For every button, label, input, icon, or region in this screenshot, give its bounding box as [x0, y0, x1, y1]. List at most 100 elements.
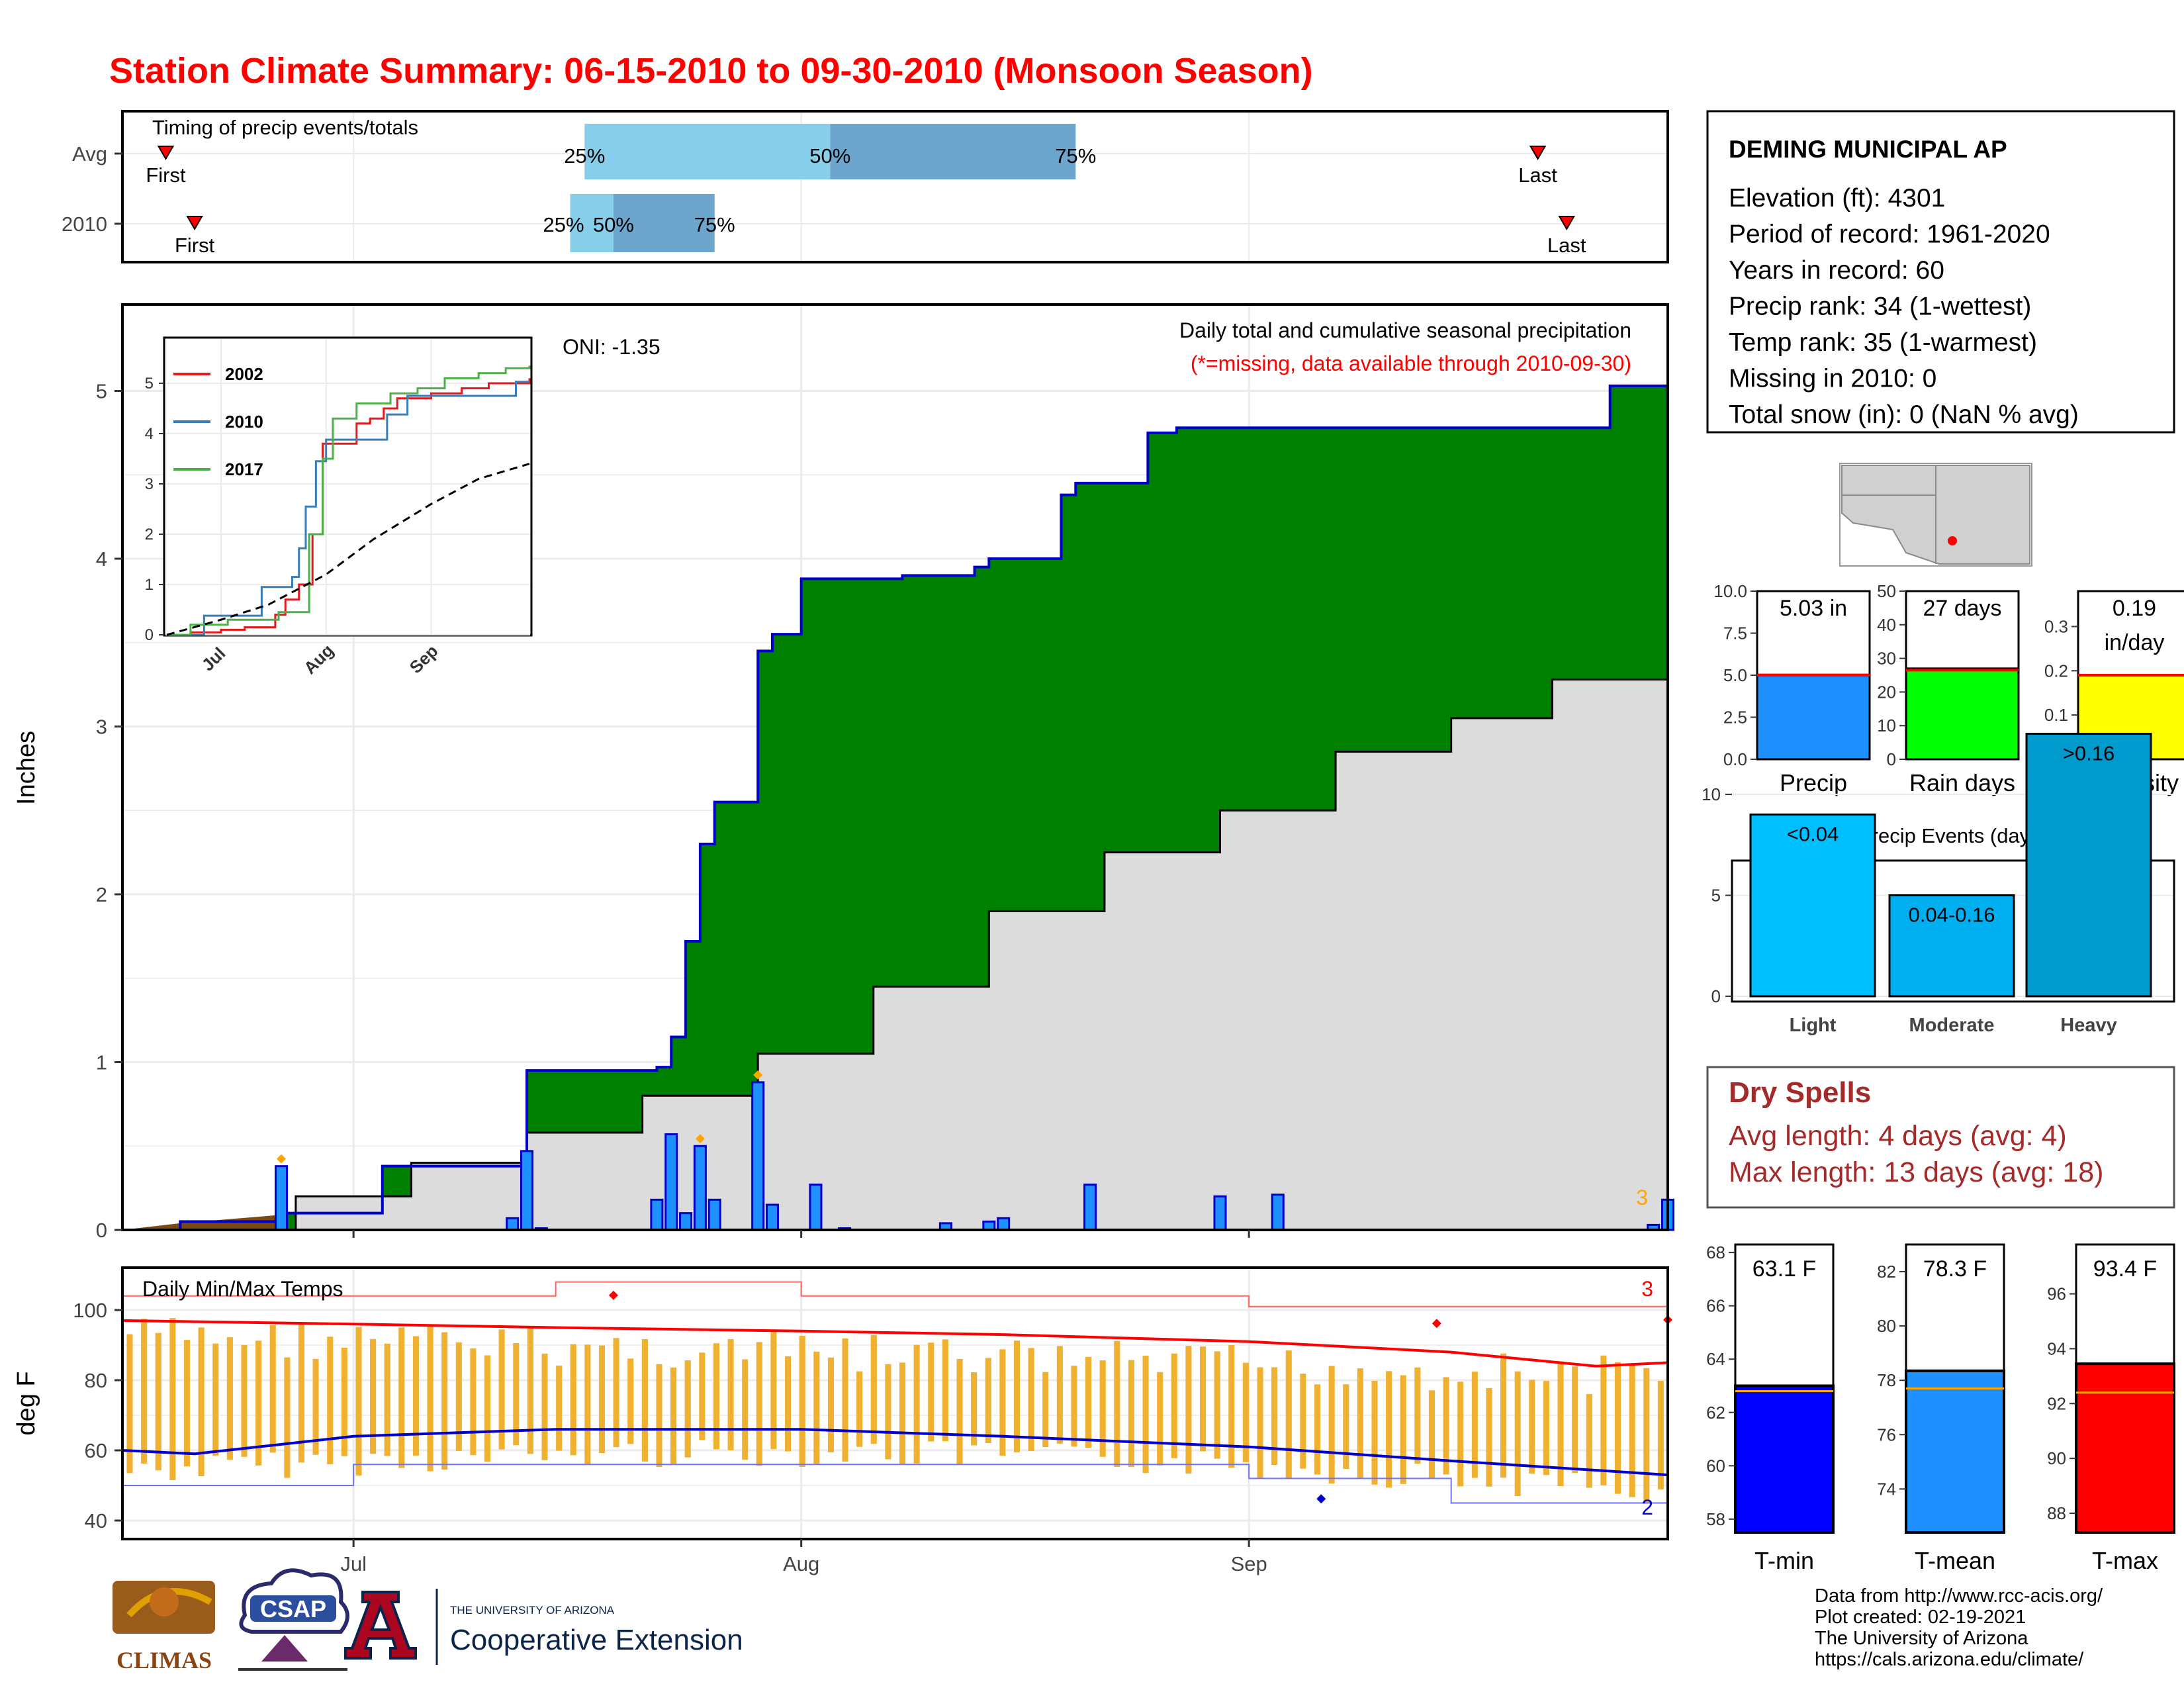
average-cumulative-area [122, 666, 1668, 1230]
daily-temp-range-bar [1028, 1348, 1034, 1452]
percentile-label: 25% [564, 144, 605, 167]
percentile-label: 50% [593, 213, 634, 236]
legend-label: 2017 [225, 459, 263, 479]
precip-event-value-label: <0.04 [1787, 823, 1839, 846]
y-tick-label: 5 [96, 380, 107, 403]
daily-precip-bar [693, 1145, 707, 1231]
temp-bar-tick-label: 74 [1877, 1479, 1896, 1499]
daily-temp-range-bar [198, 1327, 205, 1477]
daily-temp-range-bar [956, 1358, 963, 1465]
inset-y-tick-label: 1 [145, 576, 154, 594]
daily-temp-range-bar [713, 1343, 720, 1450]
event-marker-label: First [146, 164, 186, 187]
daily-temp-range-bar [1157, 1372, 1163, 1466]
mini-bar-tick-label: 2.5 [1723, 708, 1747, 727]
temp-bar-value [1734, 1384, 1835, 1534]
daily-temp-range-bar [1500, 1353, 1507, 1478]
daily-temp-range-bar [1543, 1381, 1549, 1476]
daily-temp-range-bar [1514, 1371, 1521, 1497]
daily-precip-bar [275, 1165, 289, 1231]
inset-series-line [167, 365, 531, 636]
temp-ylabel: deg F [13, 1371, 40, 1435]
mini-bar-tick-label: 10 [1877, 716, 1896, 735]
event-marker-icon [157, 146, 175, 160]
daily-temp-range-bar [1457, 1382, 1464, 1487]
daily-temp-range-bar [141, 1319, 148, 1464]
precip-events-chart: Precip Events (days) 0 5 10 <0.04 Light 0.04-… [1702, 733, 2175, 1036]
mini-bar-tick-label: 0.2 [2044, 661, 2068, 680]
temp-bar-value-label: 63.1 F [1752, 1256, 1816, 1282]
temp-bar-tick-label: 90 [2047, 1448, 2066, 1468]
station-info-line: Years in record: 60 [1729, 256, 1944, 285]
record-min-line [122, 1464, 1668, 1514]
y2010-iqr-low [570, 194, 614, 252]
oni-value: ONI: -1.35 [563, 335, 660, 359]
daily-temp-range-bar [441, 1332, 448, 1470]
precip-events-title: Precip Events (days) [1858, 824, 2047, 847]
footer-line: Data from http://www.rcc-acis.org/ [1815, 1585, 2103, 1607]
y-tick-label: 80 [85, 1369, 107, 1392]
daily-temp-range-bar [1443, 1377, 1449, 1475]
daily-temp-range-bar [1314, 1384, 1321, 1475]
temp-bar-category-label: T-mean [1915, 1547, 1995, 1574]
daily-temp-range-bar [684, 1360, 691, 1458]
temp-bar-tick-label: 60 [1706, 1456, 1725, 1476]
daily-temp-range-bar [799, 1335, 805, 1467]
daily-temp-range-bar [1643, 1368, 1650, 1503]
daily-precip-bar [1213, 1195, 1227, 1231]
inset-y-tick-label: 0 [145, 626, 154, 644]
mini-bar-category-label: Rain days [1909, 769, 2015, 796]
daily-precip-bar [997, 1217, 1011, 1231]
x-tick-label: Aug [783, 1552, 819, 1575]
daily-temp-range-bar [999, 1349, 1006, 1456]
precip-event-bar [2025, 733, 2152, 998]
season-temperature-bars: 58 60 62 64 66 68 63.1 F T-min 74 76 78 80 82 78.3 F T… [1706, 1243, 2175, 1574]
temp-bar-tick-label: 94 [2047, 1338, 2066, 1358]
mini-bar-tick-label: 7.5 [1723, 624, 1747, 643]
daily-temp-range-bar [1471, 1372, 1478, 1478]
mini-bar-tick-label: 0.1 [2044, 705, 2068, 725]
daily-temp-range-bar [1600, 1355, 1607, 1485]
record-daily-marker [277, 1154, 287, 1164]
daily-temp-range-bar [641, 1338, 648, 1462]
season-total-bars: 0.0 2.5 5.0 7.5 10.0 5.03 in Precip 0 10 20 30 40 50… [1713, 581, 2184, 796]
mini-bar-tick-label: 40 [1877, 615, 1896, 635]
daily-temp-range-bar [1242, 1362, 1249, 1462]
mini-bar-value-label: 27 days [1923, 596, 2001, 621]
daily-temp-range-bar [1629, 1364, 1635, 1497]
inset-y-tick-label: 4 [145, 425, 154, 443]
percentile-label: 25% [543, 213, 584, 236]
daily-precip-bar [520, 1150, 534, 1231]
x-tick-label: Jul [340, 1552, 367, 1575]
average-cumulative-line [122, 666, 1669, 1231]
record-daily-marker [753, 1070, 763, 1080]
daily-precip-bar [1083, 1184, 1097, 1231]
mini-bar-tick-label: 30 [1877, 649, 1896, 669]
daily-temp-range-bar [1657, 1381, 1664, 1490]
daily-temp-range-bar [212, 1343, 219, 1456]
event-marker-icon [1529, 146, 1547, 160]
daily-temp-range-bar [656, 1364, 662, 1468]
daily-temp-range-bar [169, 1318, 176, 1481]
daily-temp-range-bar [1214, 1351, 1220, 1459]
daily-temp-range-bar [985, 1358, 991, 1444]
daily-precip-bar [707, 1198, 721, 1231]
daily-temp-range-bar [1257, 1367, 1263, 1478]
daily-temp-range-bar [427, 1325, 433, 1472]
daily-temp-range-bar [670, 1367, 677, 1464]
daily-precip-bar [664, 1133, 678, 1231]
data-source-footer: Data from http://www.rcc-acis.org/ Plot … [1815, 1585, 2103, 1670]
ua-small-text: THE UNIVERSITY OF ARIZONA [450, 1604, 615, 1617]
daily-temp-range-bar [1185, 1346, 1192, 1474]
daily-temp-range-bar [1557, 1361, 1564, 1487]
daily-temp-range-bar [785, 1356, 792, 1452]
daily-precip-bar [751, 1081, 765, 1231]
precip-record-count: 3 [1636, 1186, 1648, 1209]
mini-bar-tick-label: 5.0 [1723, 665, 1747, 685]
daily-temp-range-bar [1228, 1344, 1235, 1468]
event-marker-label: Last [1518, 164, 1557, 187]
station-info-line: Precip rank: 34 (1-wettest) [1729, 293, 2031, 321]
daily-temp-range-bar [627, 1358, 634, 1444]
daily-temp-range-bar [756, 1342, 762, 1466]
daily-temp-range-bar [1300, 1374, 1306, 1469]
